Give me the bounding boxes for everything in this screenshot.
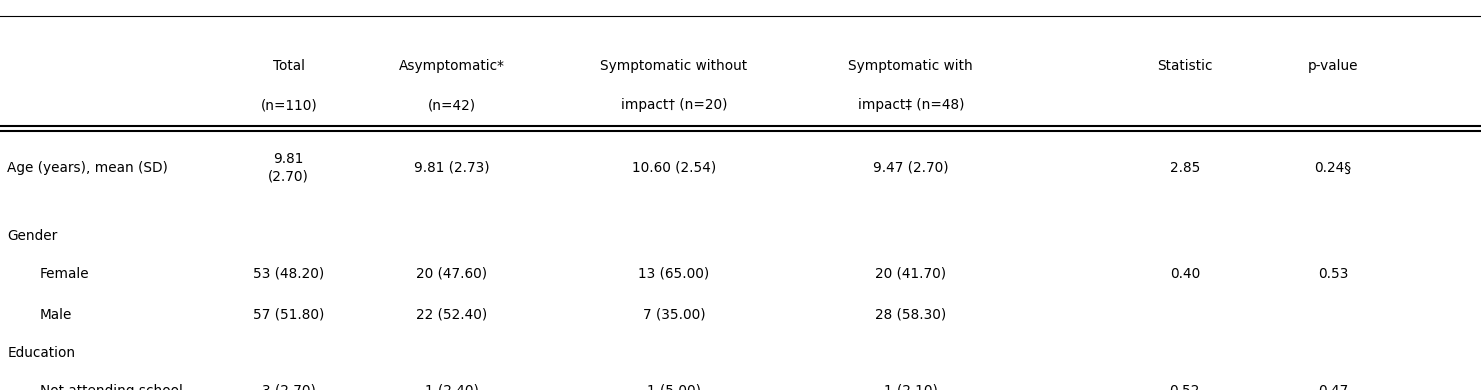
Text: 20 (41.70): 20 (41.70) [875,267,946,281]
Text: 20 (47.60): 20 (47.60) [416,267,487,281]
Text: Total: Total [273,59,305,73]
Text: 53 (48.20): 53 (48.20) [253,267,324,281]
Text: Male: Male [40,308,73,322]
Text: 9.47 (2.70): 9.47 (2.70) [872,161,949,175]
Text: 9.81 (2.73): 9.81 (2.73) [413,161,490,175]
Text: 28 (58.30): 28 (58.30) [875,308,946,322]
Text: 22 (52.40): 22 (52.40) [416,308,487,322]
Text: 0.52: 0.52 [1170,384,1200,390]
Text: Female: Female [40,267,90,281]
Text: Gender: Gender [7,229,58,243]
Text: 9.81
(2.70): 9.81 (2.70) [268,152,310,183]
Text: 3 (2.70): 3 (2.70) [262,384,315,390]
Text: impact† (n=20): impact† (n=20) [621,98,727,112]
Text: 1 (2.10): 1 (2.10) [884,384,937,390]
Text: Education: Education [7,346,76,360]
Text: Asymptomatic*: Asymptomatic* [398,59,505,73]
Text: 2.85: 2.85 [1170,161,1200,175]
Text: (n=110): (n=110) [261,98,317,112]
Text: 0.40: 0.40 [1170,267,1200,281]
Text: 0.53: 0.53 [1318,267,1348,281]
Text: p-value: p-value [1308,59,1358,73]
Text: 1 (5.00): 1 (5.00) [647,384,701,390]
Text: Symptomatic without: Symptomatic without [600,59,748,73]
Text: Symptomatic with: Symptomatic with [849,59,973,73]
Text: Age (years), mean (SD): Age (years), mean (SD) [7,161,169,175]
Text: 0.24§: 0.24§ [1314,161,1352,175]
Text: 57 (51.80): 57 (51.80) [253,308,324,322]
Text: impact‡ (n=48): impact‡ (n=48) [857,98,964,112]
Text: 10.60 (2.54): 10.60 (2.54) [632,161,715,175]
Text: 1 (2.40): 1 (2.40) [425,384,478,390]
Text: 0.47: 0.47 [1318,384,1348,390]
Text: 13 (65.00): 13 (65.00) [638,267,709,281]
Text: 7 (35.00): 7 (35.00) [643,308,705,322]
Text: Not attending school: Not attending school [40,384,182,390]
Text: Statistic: Statistic [1157,59,1213,73]
Text: (n=42): (n=42) [428,98,475,112]
